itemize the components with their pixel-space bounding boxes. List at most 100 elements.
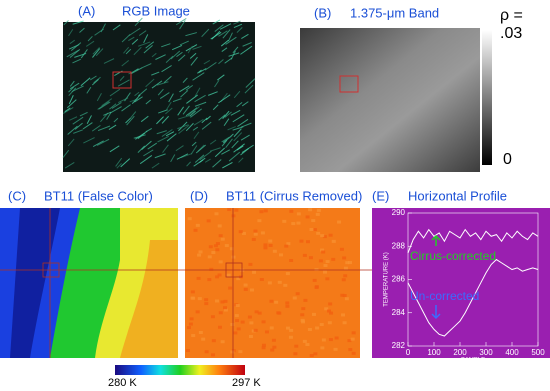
texture [191, 296, 196, 300]
texture [101, 98, 113, 107]
texture [109, 145, 120, 153]
texture [143, 149, 154, 157]
texture [139, 155, 153, 165]
texture [261, 343, 266, 347]
texture [176, 153, 189, 160]
panel-letter: (E) [372, 188, 389, 203]
texture [238, 157, 244, 163]
texture [214, 79, 220, 88]
texture [311, 312, 316, 316]
texture [233, 90, 241, 99]
texture [100, 23, 106, 33]
texture [103, 111, 112, 116]
texture [316, 208, 321, 212]
texture [331, 257, 336, 261]
texture [220, 300, 225, 304]
texture [125, 48, 132, 55]
texture [175, 145, 184, 152]
texture [236, 327, 241, 331]
texture [175, 18, 187, 26]
texture [193, 228, 198, 232]
texture [207, 278, 212, 282]
texture [325, 277, 330, 281]
temp-max: 297 K [232, 377, 261, 389]
x-tick-label: 300 [479, 348, 493, 357]
texture [64, 107, 71, 113]
texture [323, 264, 328, 268]
texture [288, 335, 293, 339]
series-line [407, 258, 539, 337]
texture [245, 78, 256, 88]
texture [254, 310, 259, 314]
texture [96, 138, 110, 146]
texture [238, 350, 243, 354]
texture [72, 116, 84, 125]
texture [263, 246, 268, 250]
texture [232, 114, 245, 123]
texture [156, 116, 164, 125]
series-label: Cirrus-corrected [410, 249, 496, 263]
texture [111, 101, 122, 109]
texture [232, 46, 239, 54]
texture [218, 234, 223, 238]
texture [218, 311, 223, 315]
texture [156, 81, 169, 86]
texture [213, 244, 218, 248]
texture [93, 76, 101, 84]
band-image [300, 28, 480, 172]
texture [212, 19, 221, 25]
texture [226, 273, 231, 277]
texture [249, 321, 254, 325]
texture [63, 107, 74, 114]
texture [178, 124, 190, 134]
texture [187, 217, 192, 221]
texture [193, 131, 200, 139]
texture [204, 302, 209, 306]
texture [318, 259, 323, 263]
texture [227, 208, 232, 212]
texture [186, 161, 192, 167]
texture [71, 85, 84, 93]
texture [214, 212, 219, 216]
series-label: Un-corrected [410, 289, 479, 303]
texture [189, 110, 196, 117]
texture [351, 351, 356, 355]
texture [217, 74, 225, 81]
texture [308, 256, 313, 260]
texture [328, 302, 333, 306]
texture [208, 245, 213, 249]
texture [116, 163, 122, 169]
texture [341, 313, 346, 317]
texture [187, 45, 193, 54]
texture [267, 281, 272, 285]
texture [268, 239, 273, 243]
texture [316, 231, 321, 235]
texture [233, 20, 241, 25]
texture [272, 249, 277, 253]
texture [241, 231, 246, 235]
texture [236, 27, 243, 33]
texture [342, 256, 347, 260]
texture [248, 334, 253, 338]
texture [321, 338, 326, 342]
texture [123, 46, 130, 54]
texture [301, 320, 306, 324]
texture [221, 149, 231, 155]
texture [109, 106, 122, 114]
texture [315, 212, 320, 216]
texture [231, 140, 239, 149]
texture [195, 144, 206, 154]
texture [145, 99, 151, 105]
texture [170, 154, 176, 163]
texture [119, 75, 125, 81]
panel-title: 1.375-μm Band [350, 5, 439, 20]
texture [218, 94, 231, 104]
texture [218, 30, 228, 37]
texture [253, 232, 258, 236]
texture [207, 255, 212, 259]
texture [197, 69, 202, 74]
texture [192, 72, 205, 81]
texture [225, 36, 237, 45]
y-tick-label: 284 [392, 308, 406, 317]
texture [204, 350, 209, 354]
